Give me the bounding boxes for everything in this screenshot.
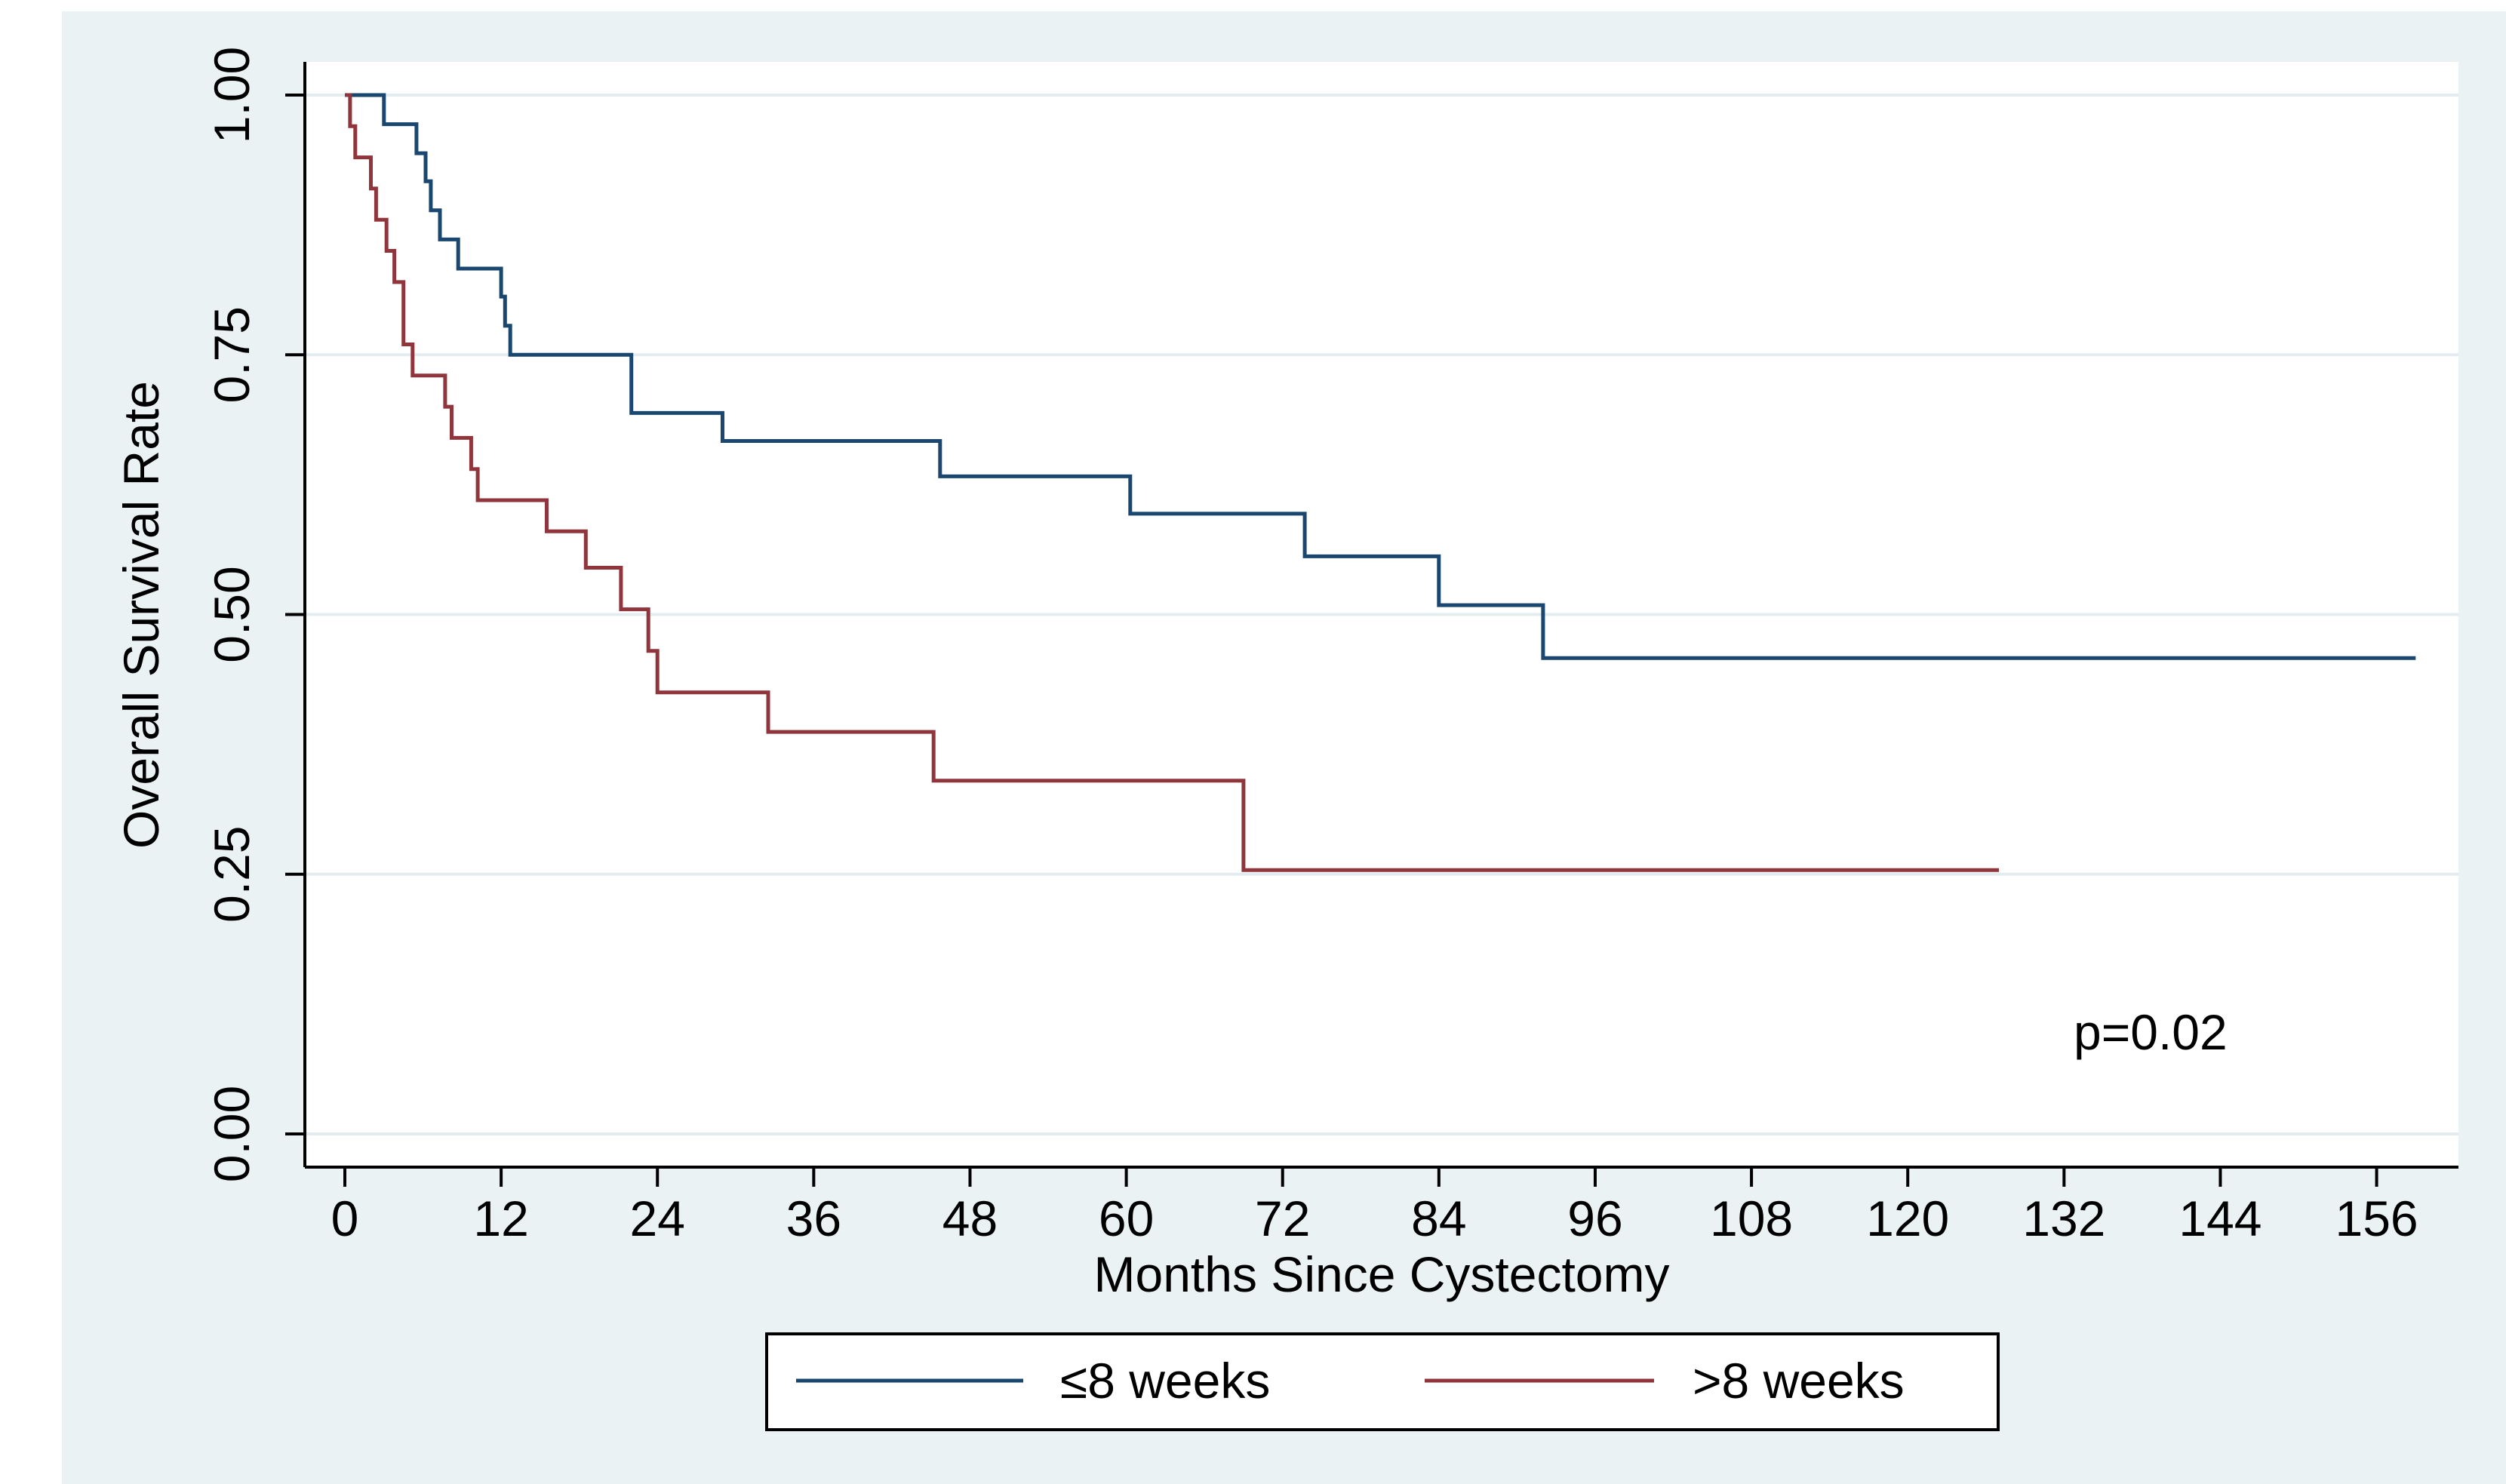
x-tick-label-5: 60 (1099, 1191, 1154, 1246)
x-tick-label-2: 24 (630, 1191, 685, 1246)
x-tick-label-4: 48 (942, 1191, 998, 1246)
y-tick-label-2: 0.50 (204, 566, 260, 662)
x-tick-label-9: 108 (1710, 1191, 1793, 1246)
y-tick-label-4: 1.00 (204, 47, 260, 143)
x-tick-label-12: 144 (2179, 1191, 2262, 1246)
x-tick-label-6: 72 (1255, 1191, 1310, 1246)
x-tick-label-1: 12 (473, 1191, 528, 1246)
series-line-0 (345, 93, 2416, 660)
x-tick-label-11: 132 (2022, 1191, 2105, 1246)
legend: ≤8 weeks >8 weeks (765, 1332, 2000, 1431)
x-tick-label-7: 84 (1411, 1191, 1466, 1246)
x-tick-label-10: 120 (1866, 1191, 1949, 1246)
gridlines (305, 94, 2458, 1135)
x-tick-label-13: 156 (2335, 1191, 2418, 1246)
y-tick-label-0: 0.00 (204, 1086, 260, 1182)
y-tick-label-1: 0.25 (204, 826, 260, 923)
y-tick-label-3: 0.75 (204, 306, 260, 403)
x-tick-label-0: 0 (331, 1191, 359, 1246)
axes (285, 62, 2458, 1187)
x-tick-label-8: 96 (1567, 1191, 1622, 1246)
legend-label-gt8-weeks: >8 weeks (1693, 1353, 1905, 1409)
legend-label-le8-weeks: ≤8 weeks (1060, 1353, 1270, 1409)
x-axis-title: Months Since Cystectomy (1094, 1246, 1670, 1302)
x-tick-label-3: 36 (786, 1191, 841, 1246)
series-lines (345, 93, 2416, 872)
tick-labels: 0.00 0.25 0.50 0.75 1.00 0 12 24 36 48 60 72 84 96 108… (204, 47, 2418, 1246)
series-line-1 (345, 93, 1999, 872)
p-value-annotation: p=0.02 (2074, 1004, 2228, 1060)
y-axis-title: Overall Survival Rate (113, 381, 169, 849)
